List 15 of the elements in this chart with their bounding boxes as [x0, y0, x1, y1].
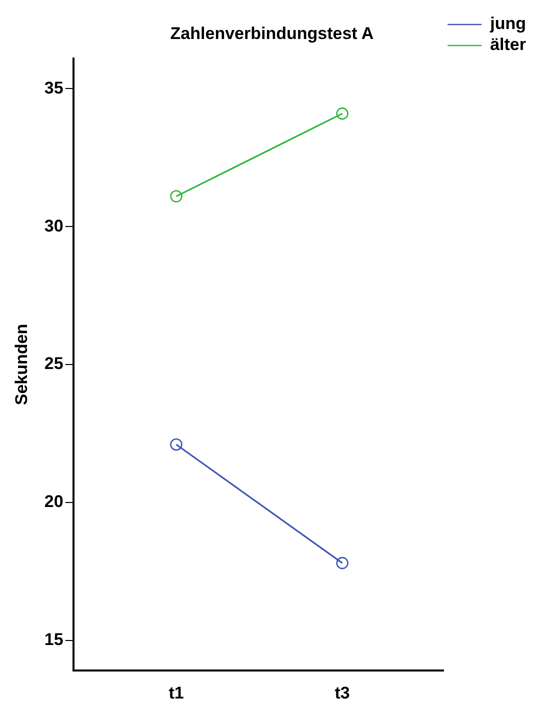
- y-tick-label: 20: [44, 492, 64, 512]
- x-tick-label: t3: [334, 683, 350, 702]
- y-tick-label: 35: [44, 78, 64, 98]
- y-tick-label: 15: [44, 630, 64, 649]
- legend-label: jung: [489, 14, 526, 34]
- y-axis-title: Sekunden: [12, 324, 31, 406]
- x-tick-label: t1: [168, 683, 184, 702]
- y-tick-label: 30: [44, 216, 64, 236]
- legend-label: älter: [490, 35, 526, 54]
- point: [336, 556, 348, 570]
- chart-title: Zahlenverbindungstest A: [170, 24, 374, 43]
- y-tick-label: 25: [44, 354, 64, 374]
- point: [336, 107, 348, 120]
- point: [170, 190, 182, 202]
- point: [170, 438, 182, 451]
